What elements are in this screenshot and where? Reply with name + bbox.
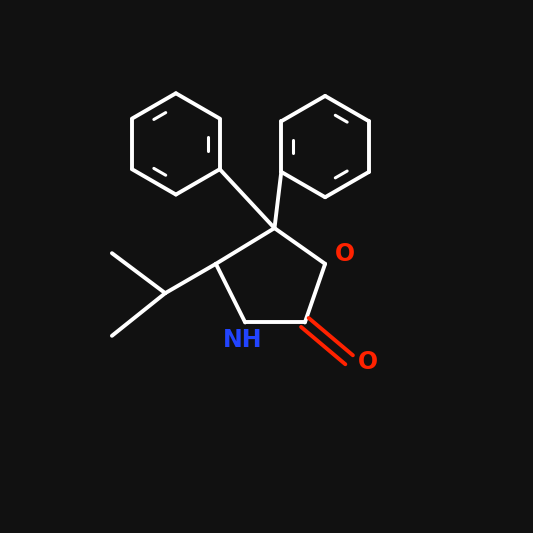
Text: O: O — [358, 350, 378, 375]
Text: NH: NH — [223, 327, 262, 352]
Text: O: O — [335, 242, 356, 266]
